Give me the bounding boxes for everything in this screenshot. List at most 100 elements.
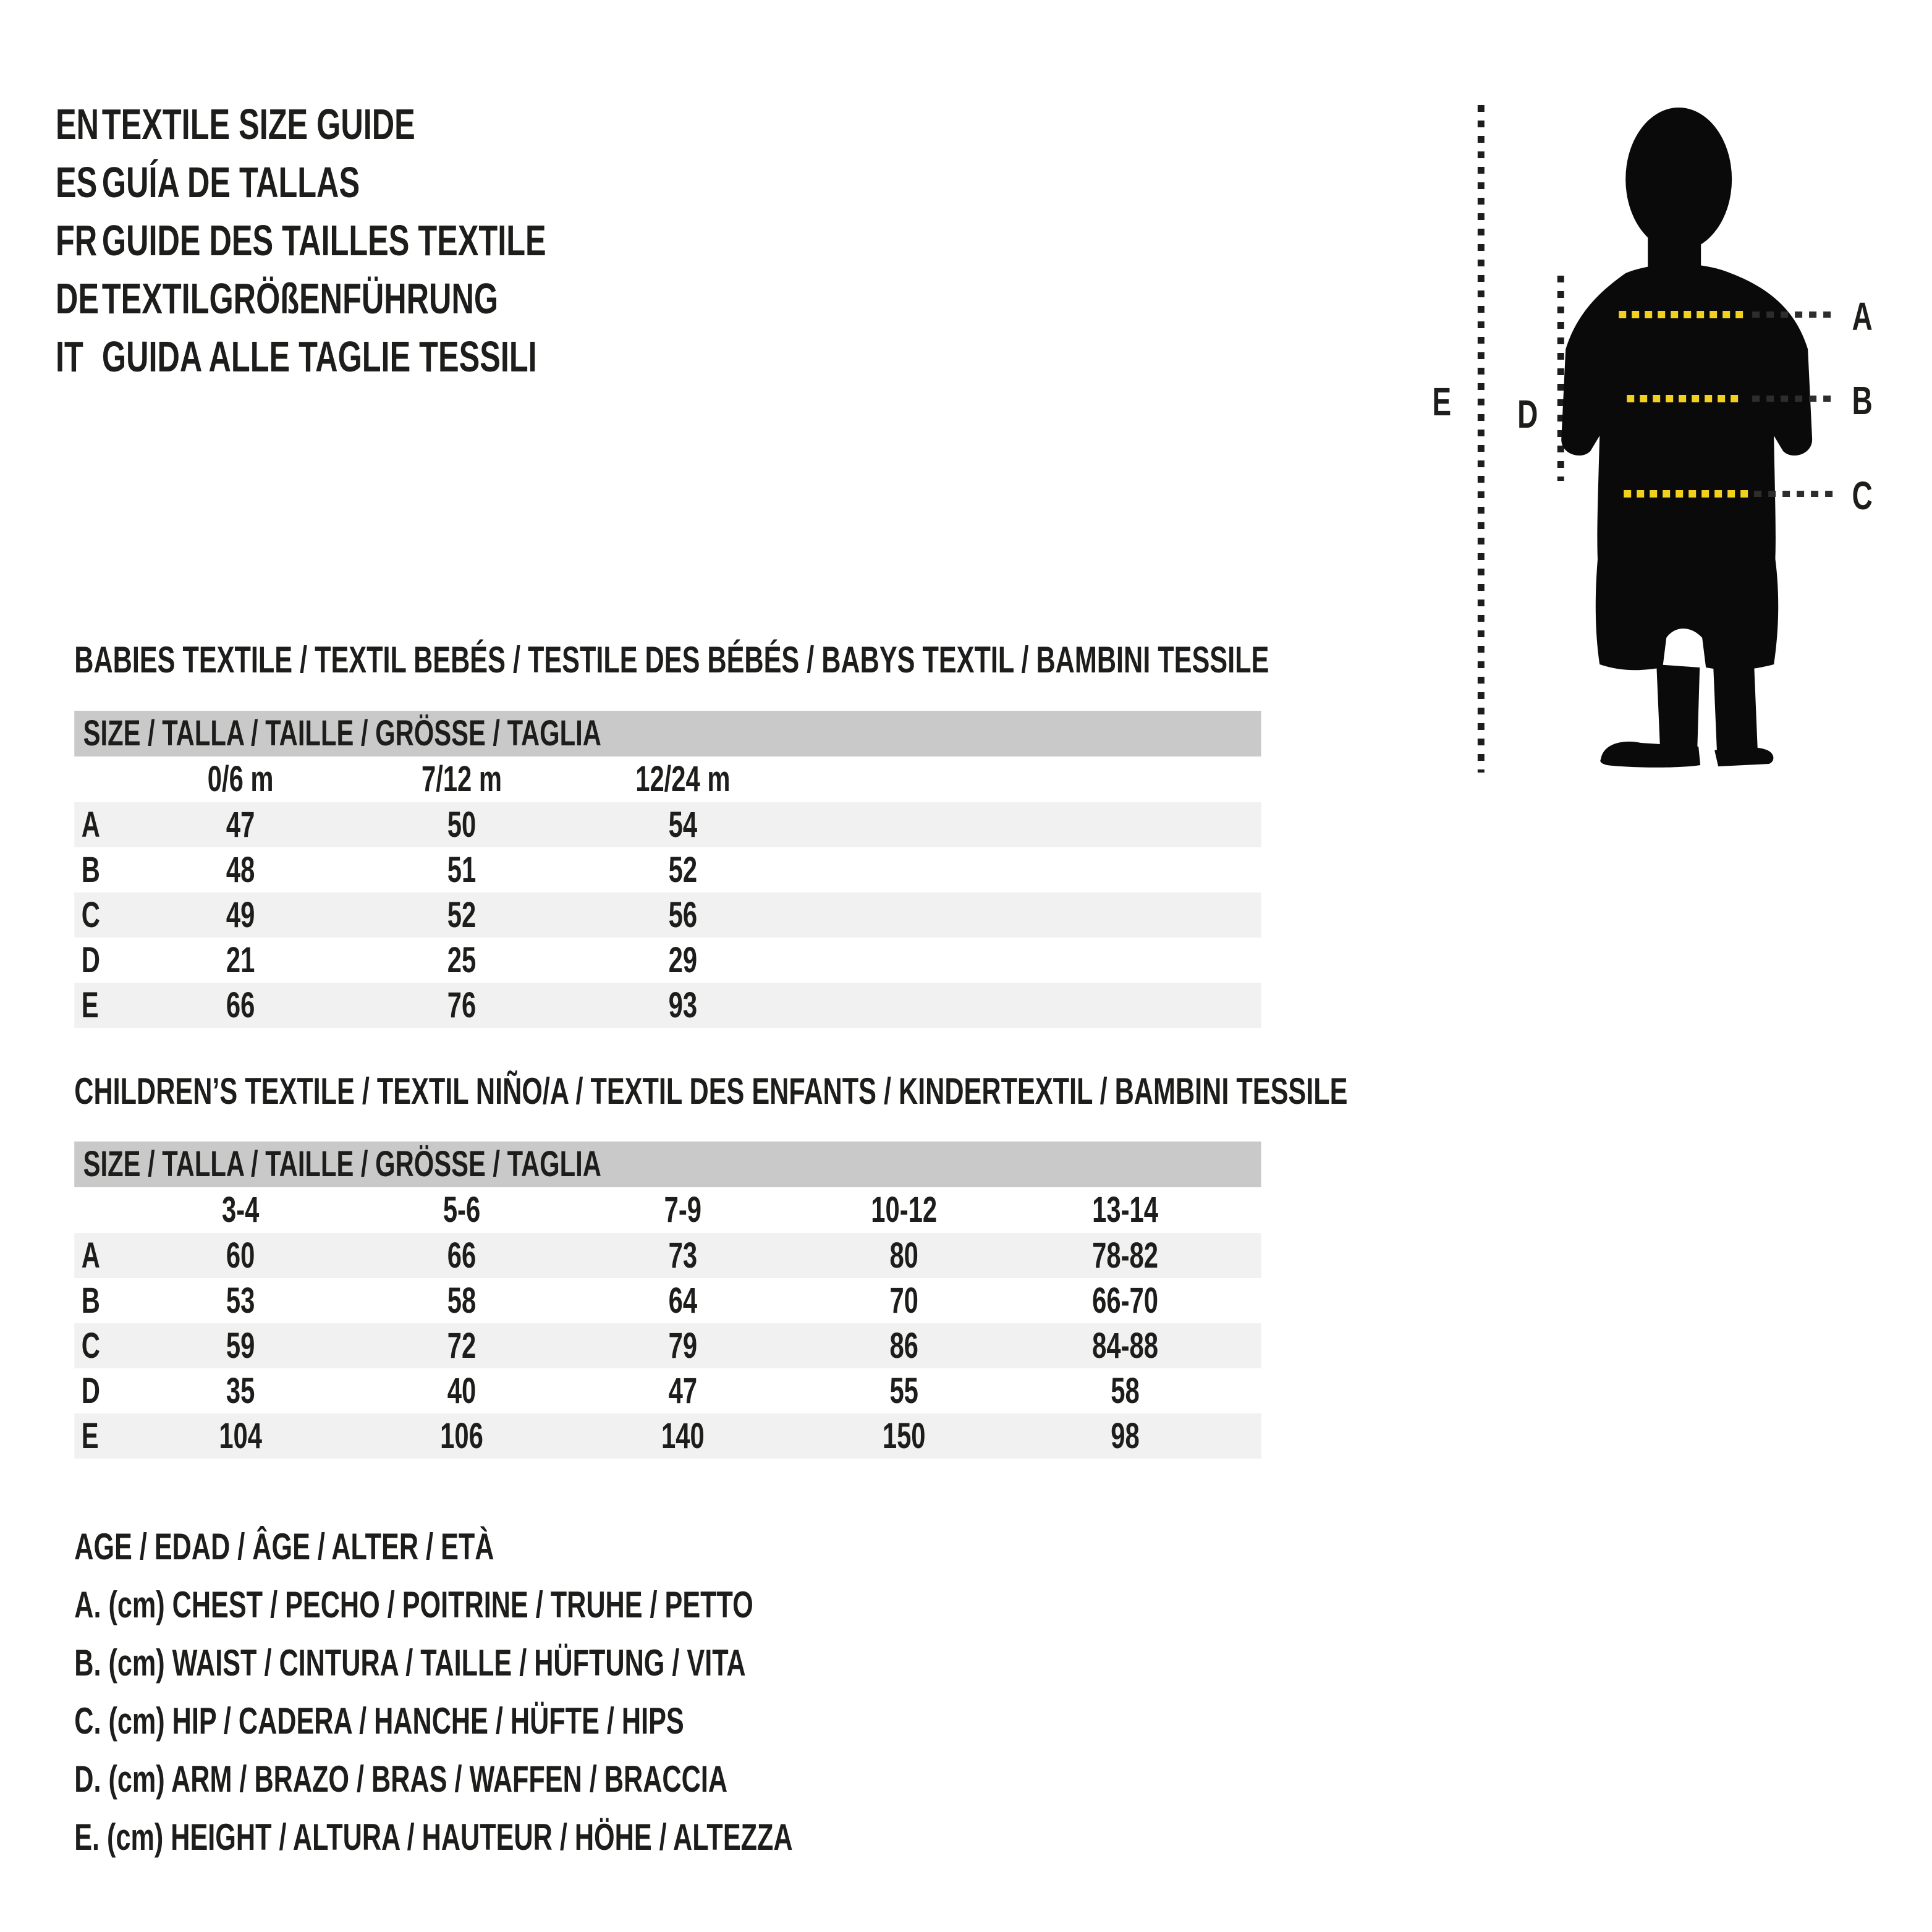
children-size-table: 3-4 5-6 7-9 10-12 13-14 A 60 66 73 80 78…: [74, 1187, 1261, 1459]
column-header: 12/24 m: [635, 759, 731, 799]
language-title: GUÍA DE TALLAS: [101, 158, 360, 206]
language-title: GUIDE DES TAILLES TEXTILE: [101, 216, 546, 265]
column-header: 10-12: [871, 1190, 938, 1230]
table-row: B 48 51 52: [74, 847, 1261, 892]
table-cell: 49: [226, 895, 255, 935]
figure-label-e: E: [1432, 379, 1452, 424]
row-label: D: [81, 1371, 100, 1411]
row-label: C: [81, 1326, 100, 1366]
table-cell: 56: [668, 895, 698, 935]
table-row: E 104 106 140 150 98: [74, 1413, 1261, 1459]
table-cell: 106: [440, 1416, 483, 1456]
table-cell: 54: [668, 805, 698, 845]
table-cell: 60: [226, 1235, 255, 1276]
table-cell: 29: [668, 940, 698, 980]
table-cell: 47: [226, 805, 255, 845]
table-row: D 35 40 47 55 58: [74, 1368, 1261, 1413]
language-code: IT: [56, 333, 83, 381]
table-cell: 66: [226, 985, 255, 1025]
babies-section-title: BABIES TEXTILE / TEXTIL BEBÉS / TESTILE …: [74, 639, 1269, 680]
table-cell: 40: [447, 1371, 477, 1411]
table-column-header-row: 3-4 5-6 7-9 10-12 13-14: [74, 1187, 1261, 1233]
table-cell: 84-88: [1092, 1326, 1158, 1366]
language-code: EN: [56, 100, 100, 148]
row-label: D: [81, 940, 100, 980]
language-code: ES: [56, 158, 98, 206]
column-header: 3-4: [221, 1190, 260, 1230]
legend-line-height: E. (cm) HEIGHT / ALTURA / HAUTEUR / HÖHE…: [74, 1816, 793, 1858]
table-row: D 21 25 29: [74, 938, 1261, 983]
table-cell: 21: [226, 940, 255, 980]
legend-line-chest: A. (cm) CHEST / PECHO / POITRINE / TRUHE…: [74, 1584, 753, 1625]
table-row: A 47 50 54: [74, 802, 1261, 847]
table-cell: 51: [447, 850, 477, 890]
row-label: E: [81, 985, 99, 1025]
babies-size-table: 0/6 m 7/12 m 12/24 m A 47 50 54 B 48 51 …: [74, 756, 1261, 1028]
table-cell: 86: [889, 1326, 918, 1366]
row-label: E: [81, 1416, 99, 1456]
table-cell: 64: [668, 1281, 698, 1321]
table-cell: 80: [889, 1235, 918, 1276]
table-cell: 47: [668, 1371, 698, 1411]
row-label: B: [81, 1281, 100, 1321]
table-cell: 25: [447, 940, 477, 980]
table-row: E 66 76 93: [74, 983, 1261, 1028]
table-row: B 53 58 64 70 66-70: [74, 1278, 1261, 1323]
row-label: A: [81, 805, 100, 845]
figure-label-c: C: [1852, 473, 1873, 518]
table-cell: 58: [447, 1281, 477, 1321]
table-cell: 52: [668, 850, 698, 890]
table-cell: 70: [889, 1281, 918, 1321]
row-label: B: [81, 850, 100, 890]
measurement-legend: AGE / EDAD / ÂGE / ALTER / ETÀ A. (cm) C…: [74, 1518, 792, 1866]
table-cell: 76: [447, 985, 477, 1025]
table-cell: 66-70: [1092, 1281, 1158, 1321]
figure-label-d: D: [1517, 392, 1538, 436]
table-cell: 150: [882, 1416, 926, 1456]
child-silhouette-figure: [1477, 105, 1835, 773]
language-title: TEXTILE SIZE GUIDE: [101, 100, 415, 148]
table-cell: 59: [226, 1326, 255, 1366]
table-cell: 50: [447, 805, 477, 845]
table-cell: 53: [226, 1281, 255, 1321]
language-title: GUIDA ALLE TAGLIE TESSILI: [101, 333, 537, 381]
table-cell: 52: [447, 895, 477, 935]
row-label: A: [81, 1235, 100, 1276]
table-cell: 104: [219, 1416, 263, 1456]
row-label: C: [81, 895, 100, 935]
table-row: A 60 66 73 80 78-82: [74, 1233, 1261, 1278]
language-code: FR: [56, 216, 98, 265]
table-cell: 98: [1111, 1416, 1140, 1456]
language-code: DE: [56, 274, 100, 323]
table-cell: 48: [226, 850, 255, 890]
table-row: C 59 72 79 86 84-88: [74, 1323, 1261, 1368]
table-cell: 78-82: [1092, 1235, 1158, 1276]
legend-line-arm: D. (cm) ARM / BRAZO / BRAS / WAFFEN / BR…: [74, 1758, 728, 1800]
table-cell: 55: [889, 1371, 918, 1411]
column-header: 5-6: [443, 1190, 481, 1230]
column-header: 7-9: [664, 1190, 702, 1230]
legend-line-age: AGE / EDAD / ÂGE / ALTER / ETÀ: [74, 1526, 494, 1567]
figure-label-b: B: [1852, 378, 1873, 423]
column-header: 13-14: [1092, 1190, 1158, 1230]
table-cell: 35: [226, 1371, 255, 1411]
legend-line-hip: C. (cm) HIP / CADERA / HANCHE / HÜFTE / …: [74, 1700, 684, 1742]
language-title: TEXTILGRÖßENFÜHRUNG: [101, 274, 499, 323]
table-cell: 93: [668, 985, 698, 1025]
legend-line-waist: B. (cm) WAIST / CINTURA / TAILLE / HÜFTU…: [74, 1642, 746, 1684]
babies-size-header-bar: SIZE / TALLA / TAILLE / GRÖSSE / TAGLIA: [74, 711, 1261, 756]
table-cell: 66: [447, 1235, 477, 1276]
figure-label-a: A: [1852, 294, 1873, 339]
children-section-title: CHILDREN’S TEXTILE / TEXTIL NIÑO/A / TEX…: [74, 1070, 1348, 1112]
table-row: C 49 52 56: [74, 892, 1261, 938]
table-cell: 58: [1111, 1371, 1140, 1411]
table-cell: 73: [668, 1235, 698, 1276]
column-header: 7/12 m: [421, 759, 502, 799]
table-column-header-row: 0/6 m 7/12 m 12/24 m: [74, 756, 1261, 802]
column-header: 0/6 m: [207, 759, 274, 799]
children-size-header-bar: SIZE / TALLA / TAILLE / GRÖSSE / TAGLIA: [74, 1142, 1261, 1187]
silhouette-shape: [1561, 108, 1813, 768]
table-cell: 79: [668, 1326, 698, 1366]
table-cell: 72: [447, 1326, 477, 1366]
